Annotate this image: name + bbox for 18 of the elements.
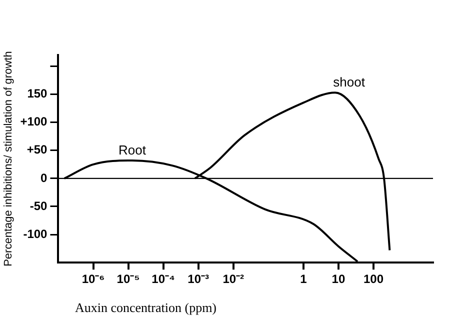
x-tick-label: 10⁻² (222, 272, 244, 286)
y-tick-label: +100 (20, 114, 48, 129)
series-label: Root (118, 142, 146, 158)
x-tick-label: 10⁻⁴ (152, 272, 176, 286)
y-tick-label: -50 (30, 198, 48, 213)
y-tick-label: -100 (23, 226, 48, 241)
x-tick-label: 1 (300, 272, 308, 286)
x-tick-label: 10 (332, 272, 346, 286)
x-tick-label: 100 (363, 272, 384, 286)
x-tick-label: 10⁻⁶ (82, 272, 105, 286)
series-label: shoot (333, 74, 366, 90)
x-tick-label: 10⁻⁵ (116, 272, 140, 286)
x-tick-label: 10⁻³ (188, 272, 210, 286)
x-axis-title: Auxin concentration (ppm) (75, 300, 217, 316)
y-tick-label: 0 (40, 170, 48, 185)
y-tick-label: +50 (26, 142, 48, 157)
y-axis-title: Percentage inhibitions/ stimulation of growth (2, 51, 15, 266)
y-tick-label: 150 (27, 86, 48, 101)
